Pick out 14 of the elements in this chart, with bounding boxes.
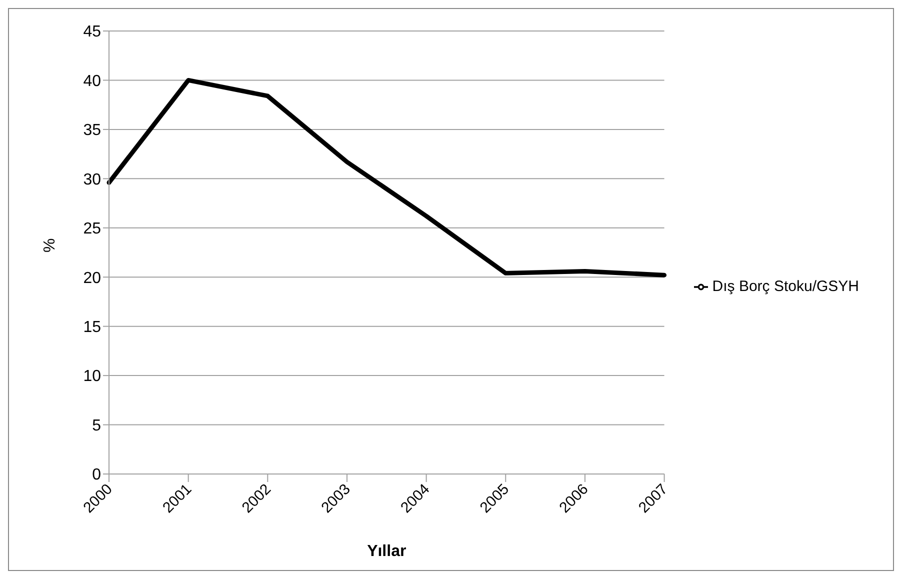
y-tick-label: 45 [83,24,102,41]
y-tick-label: 25 [83,220,102,238]
y-tick-label: 35 [83,122,102,140]
y-tick-label: 30 [83,171,102,188]
y-tick-label: 10 [83,368,102,386]
y-tick-label: 15 [83,319,102,336]
line-series [106,78,667,278]
x-axis-title: Yıllar [367,543,406,560]
y-axis-title: % [42,238,59,252]
y-tick-label: 20 [83,270,102,287]
legend-label: Dış Borç Stoku/GSYH [712,278,859,295]
y-tick-label: 40 [83,72,102,90]
y-tick-label: 0 [92,466,102,484]
y-tick-label: 5 [92,417,102,434]
